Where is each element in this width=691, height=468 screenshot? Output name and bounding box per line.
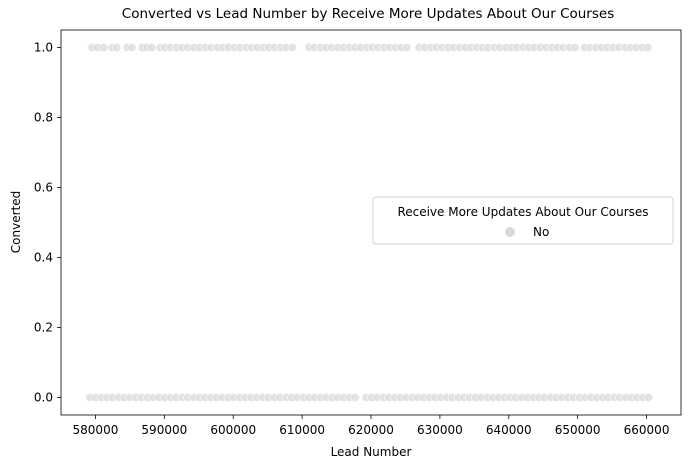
- y-tick-label: 0.2: [34, 321, 53, 335]
- data-point: [402, 42, 412, 52]
- data-point: [112, 42, 122, 52]
- x-tick-label: 610000: [279, 423, 325, 437]
- plot-frame: [60, 29, 682, 416]
- points-layer: [85, 42, 654, 402]
- legend-marker-no: [505, 227, 515, 237]
- y-axis-ticks: 0.0 0.2 0.4 0.6 0.8 1.0: [34, 41, 61, 405]
- x-tick-label: 600000: [210, 423, 256, 437]
- legend-title: Receive More Updates About Our Courses: [397, 205, 648, 219]
- x-tick-label: 580000: [73, 423, 119, 437]
- x-tick-label: 630000: [417, 423, 463, 437]
- data-point: [570, 42, 580, 52]
- y-tick-label: 0.6: [34, 181, 53, 195]
- x-tick-label: 590000: [141, 423, 187, 437]
- y-tick-label: 0.8: [34, 111, 53, 125]
- x-tick-label: 640000: [486, 423, 532, 437]
- data-point: [147, 42, 157, 52]
- data-point: [644, 392, 654, 402]
- chart-title: Converted vs Lead Number by Receive More…: [122, 6, 614, 22]
- x-tick-label: 650000: [555, 423, 601, 437]
- x-tick-label: 620000: [348, 423, 394, 437]
- legend: Receive More Updates About Our Courses N…: [372, 196, 674, 245]
- data-point: [287, 42, 297, 52]
- data-point: [350, 392, 360, 402]
- legend-label-no: No: [533, 225, 549, 239]
- y-axis-label: Converted: [9, 191, 23, 253]
- data-point: [127, 42, 137, 52]
- data-point: [643, 42, 653, 52]
- x-axis-ticks: 580000 590000 600000 610000 620000 630000 6400…: [73, 415, 670, 437]
- x-tick-label: 660000: [624, 423, 670, 437]
- legend-box: [372, 196, 674, 245]
- x-axis-label: Lead Number: [331, 445, 412, 459]
- y-tick-label: 1.0: [34, 41, 53, 55]
- y-tick-label: 0.0: [34, 391, 53, 405]
- y-tick-label: 0.4: [34, 251, 53, 265]
- data-point: [99, 42, 109, 52]
